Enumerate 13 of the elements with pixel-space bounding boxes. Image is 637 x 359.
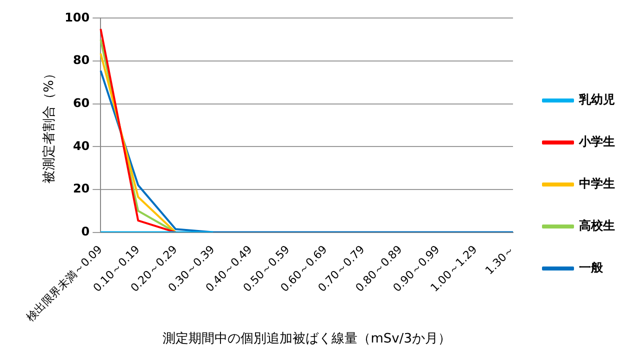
legend-label: 乳幼児: [578, 92, 615, 107]
legend-label: 一般: [579, 260, 604, 275]
y-tick-label: 0: [81, 224, 90, 238]
y-tick-label: 60: [72, 96, 90, 110]
x-axis-title: 測定期間中の個別追加被ばく線量（mSv/3か月）: [162, 332, 451, 347]
y-tick-label: 100: [64, 10, 90, 24]
legend-label: 小学生: [578, 134, 615, 149]
y-tick-label: 80: [72, 53, 90, 68]
y-tick-label: 20: [72, 182, 90, 196]
y-axis-title: 被測定者割合（%）: [42, 67, 58, 184]
y-tick-label: 40: [72, 138, 90, 153]
legend-label: 中学生: [579, 176, 615, 191]
legend-label: 高校生: [579, 218, 615, 233]
